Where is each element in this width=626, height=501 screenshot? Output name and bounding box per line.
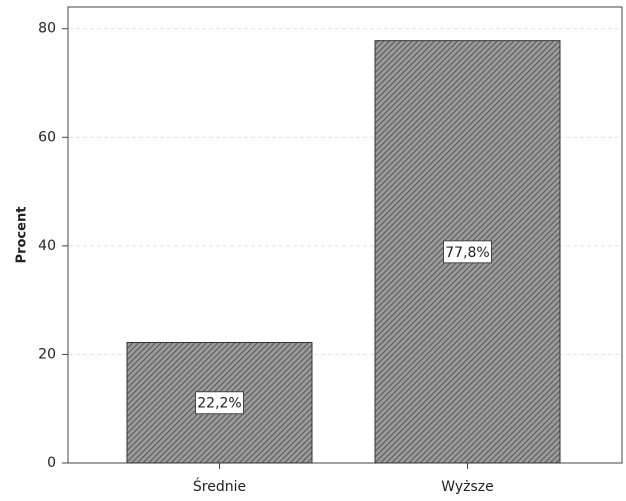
y-tick-label: 40 xyxy=(38,238,56,254)
value-label: 22,2% xyxy=(197,396,241,412)
value-label-box xyxy=(443,240,492,264)
value-label-box xyxy=(195,391,244,415)
x-tick-label: Średnie xyxy=(193,477,246,495)
y-tick-label: 0 xyxy=(47,455,56,471)
y-tick-label: 60 xyxy=(38,129,56,145)
y-tick-label: 20 xyxy=(38,346,56,362)
y-axis-label: Procent xyxy=(15,207,30,264)
y-tick-label: 80 xyxy=(38,21,56,37)
value-label: 77,8% xyxy=(445,245,489,261)
x-tick-label: Wyższe xyxy=(441,479,494,495)
